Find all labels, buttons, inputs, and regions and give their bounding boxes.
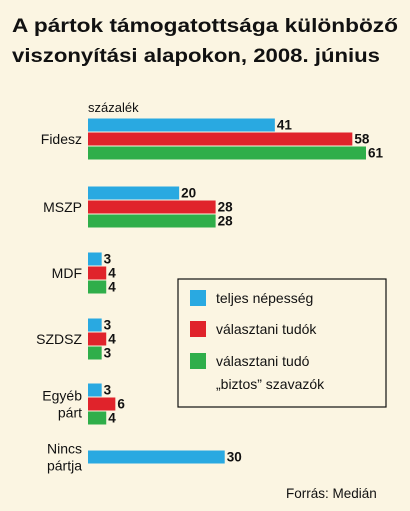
value-label-szdsz-series-3: 3 <box>104 346 112 361</box>
chart-title-line-1: A pártok támogatottsága különböző <box>12 15 398 37</box>
value-label-szdsz-series-1: 3 <box>104 318 112 333</box>
category-label-mdf: MDF <box>52 265 82 281</box>
bar-egyeb-part-series-1 <box>88 383 102 397</box>
value-label-mszp-series-1: 20 <box>181 186 196 201</box>
bar-mdf-series-1 <box>88 252 102 266</box>
bar-mdf-series-2 <box>88 266 107 280</box>
legend-swatch-teljes-nepesseg <box>190 290 206 306</box>
bars-layer <box>88 118 366 464</box>
bar-mszp-series-3 <box>88 214 216 228</box>
legend-label-valasztani-tudok: választani tudók <box>216 321 317 337</box>
bar-mdf-series-3 <box>88 280 107 294</box>
value-label-fidesz-series-3: 61 <box>368 146 384 161</box>
category-label-nincs-partja-line-1: Nincs <box>47 441 82 457</box>
chart-title-line-2: viszonyítási alapokon, 2008. június <box>12 45 380 67</box>
category-label-nincs-partja-line-2: pártja <box>47 458 82 474</box>
bar-mszp-series-1 <box>88 186 180 200</box>
value-label-egyeb-part-series-2: 6 <box>117 397 125 412</box>
unit-label: százalék <box>88 100 139 115</box>
legend-swatch-valasztani-tudok <box>190 321 206 337</box>
bar-egyeb-part-series-3 <box>88 411 107 425</box>
bar-szdsz-series-2 <box>88 332 107 346</box>
category-label-fidesz: Fidesz <box>41 131 82 147</box>
value-label-szdsz-series-2: 4 <box>108 332 116 347</box>
legend-label-biztos-szavazok-line-1: választani tudó <box>216 353 310 369</box>
value-label-mdf-series-2: 4 <box>108 266 116 281</box>
value-label-nincs-partja-series-1: 30 <box>227 450 242 465</box>
category-label-egyeb-part-line-2: párt <box>58 405 82 421</box>
value-label-mdf-series-1: 3 <box>104 252 112 267</box>
value-label-mdf-series-3: 4 <box>108 280 116 295</box>
legend: teljes népesség választani tudók választ… <box>177 278 387 408</box>
bar-fidesz-series-2 <box>88 132 353 146</box>
bar-szdsz-series-3 <box>88 346 102 360</box>
value-label-egyeb-part-series-3: 4 <box>108 411 116 426</box>
legend-label-biztos-szavazok-line-2: „biztos” szavazók <box>216 376 325 392</box>
bar-fidesz-series-3 <box>88 146 366 160</box>
value-label-egyeb-part-series-1: 3 <box>104 383 112 398</box>
value-label-fidesz-series-2: 58 <box>354 132 370 147</box>
value-label-fidesz-series-1: 41 <box>277 118 293 133</box>
legend-swatch-biztos-szavazok <box>190 353 206 369</box>
bar-fidesz-series-1 <box>88 118 275 132</box>
category-label-egyeb-part-line-1: Egyéb <box>42 388 82 404</box>
category-label-szdsz: SZDSZ <box>36 331 82 347</box>
legend-box <box>177 278 387 408</box>
legend-label-teljes-nepesseg: teljes népesség <box>216 290 313 306</box>
value-label-mszp-series-3: 28 <box>218 214 234 229</box>
source-note: Forrás: Medián <box>286 486 377 501</box>
bar-egyeb-part-series-2 <box>88 397 116 411</box>
bar-mszp-series-2 <box>88 200 216 214</box>
bar-nincs-partja-series-1 <box>88 450 225 464</box>
bar-szdsz-series-1 <box>88 318 102 332</box>
category-label-mszp: MSZP <box>43 199 82 215</box>
value-label-mszp-series-2: 28 <box>218 200 234 215</box>
